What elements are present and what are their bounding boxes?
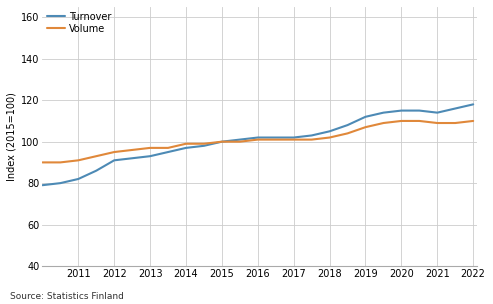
Turnover — [362, 115, 368, 119]
Turnover — [309, 134, 315, 137]
Text: Source: Statistics Finland: Source: Statistics Finland — [10, 292, 124, 301]
Turnover — [452, 107, 458, 110]
Turnover — [434, 111, 440, 115]
Turnover — [129, 157, 135, 160]
Turnover — [201, 144, 207, 148]
Volume — [417, 119, 423, 123]
Turnover — [237, 138, 243, 141]
Turnover — [291, 136, 297, 139]
Volume — [129, 148, 135, 152]
Volume — [470, 119, 476, 123]
Volume — [434, 121, 440, 125]
Line: Turnover: Turnover — [42, 104, 473, 185]
Turnover — [93, 169, 99, 172]
Volume — [201, 142, 207, 146]
Volume — [345, 132, 351, 135]
Turnover — [219, 140, 225, 143]
Volume — [111, 150, 117, 154]
Turnover — [39, 183, 45, 187]
Volume — [452, 121, 458, 125]
Turnover — [398, 109, 404, 112]
Volume — [93, 154, 99, 158]
Turnover — [57, 181, 63, 185]
Turnover — [381, 111, 387, 115]
Turnover — [183, 146, 189, 150]
Volume — [165, 146, 171, 150]
Turnover — [75, 177, 81, 181]
Turnover — [470, 102, 476, 106]
Volume — [255, 138, 261, 141]
Volume — [381, 121, 387, 125]
Turnover — [417, 109, 423, 112]
Turnover — [273, 136, 279, 139]
Volume — [273, 138, 279, 141]
Volume — [327, 136, 333, 139]
Turnover — [147, 154, 153, 158]
Volume — [75, 158, 81, 162]
Volume — [309, 138, 315, 141]
Turnover — [327, 130, 333, 133]
Line: Volume: Volume — [42, 121, 473, 162]
Volume — [219, 140, 225, 143]
Legend: Turnover, Volume: Turnover, Volume — [45, 10, 113, 36]
Volume — [57, 161, 63, 164]
Volume — [291, 138, 297, 141]
Turnover — [165, 150, 171, 154]
Volume — [362, 125, 368, 129]
Turnover — [111, 158, 117, 162]
Turnover — [255, 136, 261, 139]
Turnover — [345, 123, 351, 127]
Y-axis label: Index (2015=100): Index (2015=100) — [7, 92, 17, 181]
Volume — [237, 140, 243, 143]
Volume — [39, 161, 45, 164]
Volume — [147, 146, 153, 150]
Volume — [398, 119, 404, 123]
Volume — [183, 142, 189, 146]
